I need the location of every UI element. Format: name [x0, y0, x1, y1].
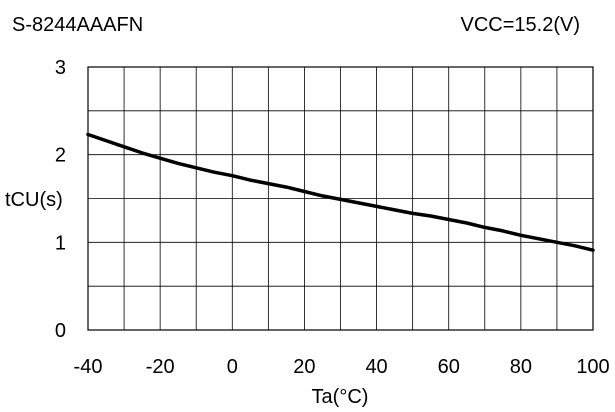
x-axis-title: Ta(°C)	[312, 386, 369, 408]
x-tick-label: 40	[365, 356, 387, 378]
x-tick-label: 60	[438, 356, 460, 378]
x-tick-label: -40	[74, 356, 103, 378]
x-tick-label: 80	[510, 356, 532, 378]
y-tick-labels: 0 1 2 3	[55, 57, 66, 342]
y-tick-label: 1	[55, 232, 66, 254]
condition-label: VCC=15.2(V)	[461, 14, 581, 36]
y-tick-label: 2	[55, 145, 66, 167]
y-axis-title: tCU(s)	[5, 189, 63, 211]
x-tick-label: 20	[293, 356, 315, 378]
x-tick-label: 100	[576, 356, 609, 378]
plot-frame	[87, 66, 594, 331]
x-tick-label: 0	[227, 356, 238, 378]
y-tick-label: 3	[55, 57, 66, 79]
x-tick-label: -20	[146, 356, 175, 378]
y-tick-label: 0	[55, 320, 66, 342]
part-number-label: S-8244AAAFN	[12, 14, 143, 36]
series-line	[86, 132, 595, 252]
series-group	[86, 132, 595, 252]
x-tick-labels: -40 -20 0 20 40 60 80 100	[74, 356, 610, 378]
